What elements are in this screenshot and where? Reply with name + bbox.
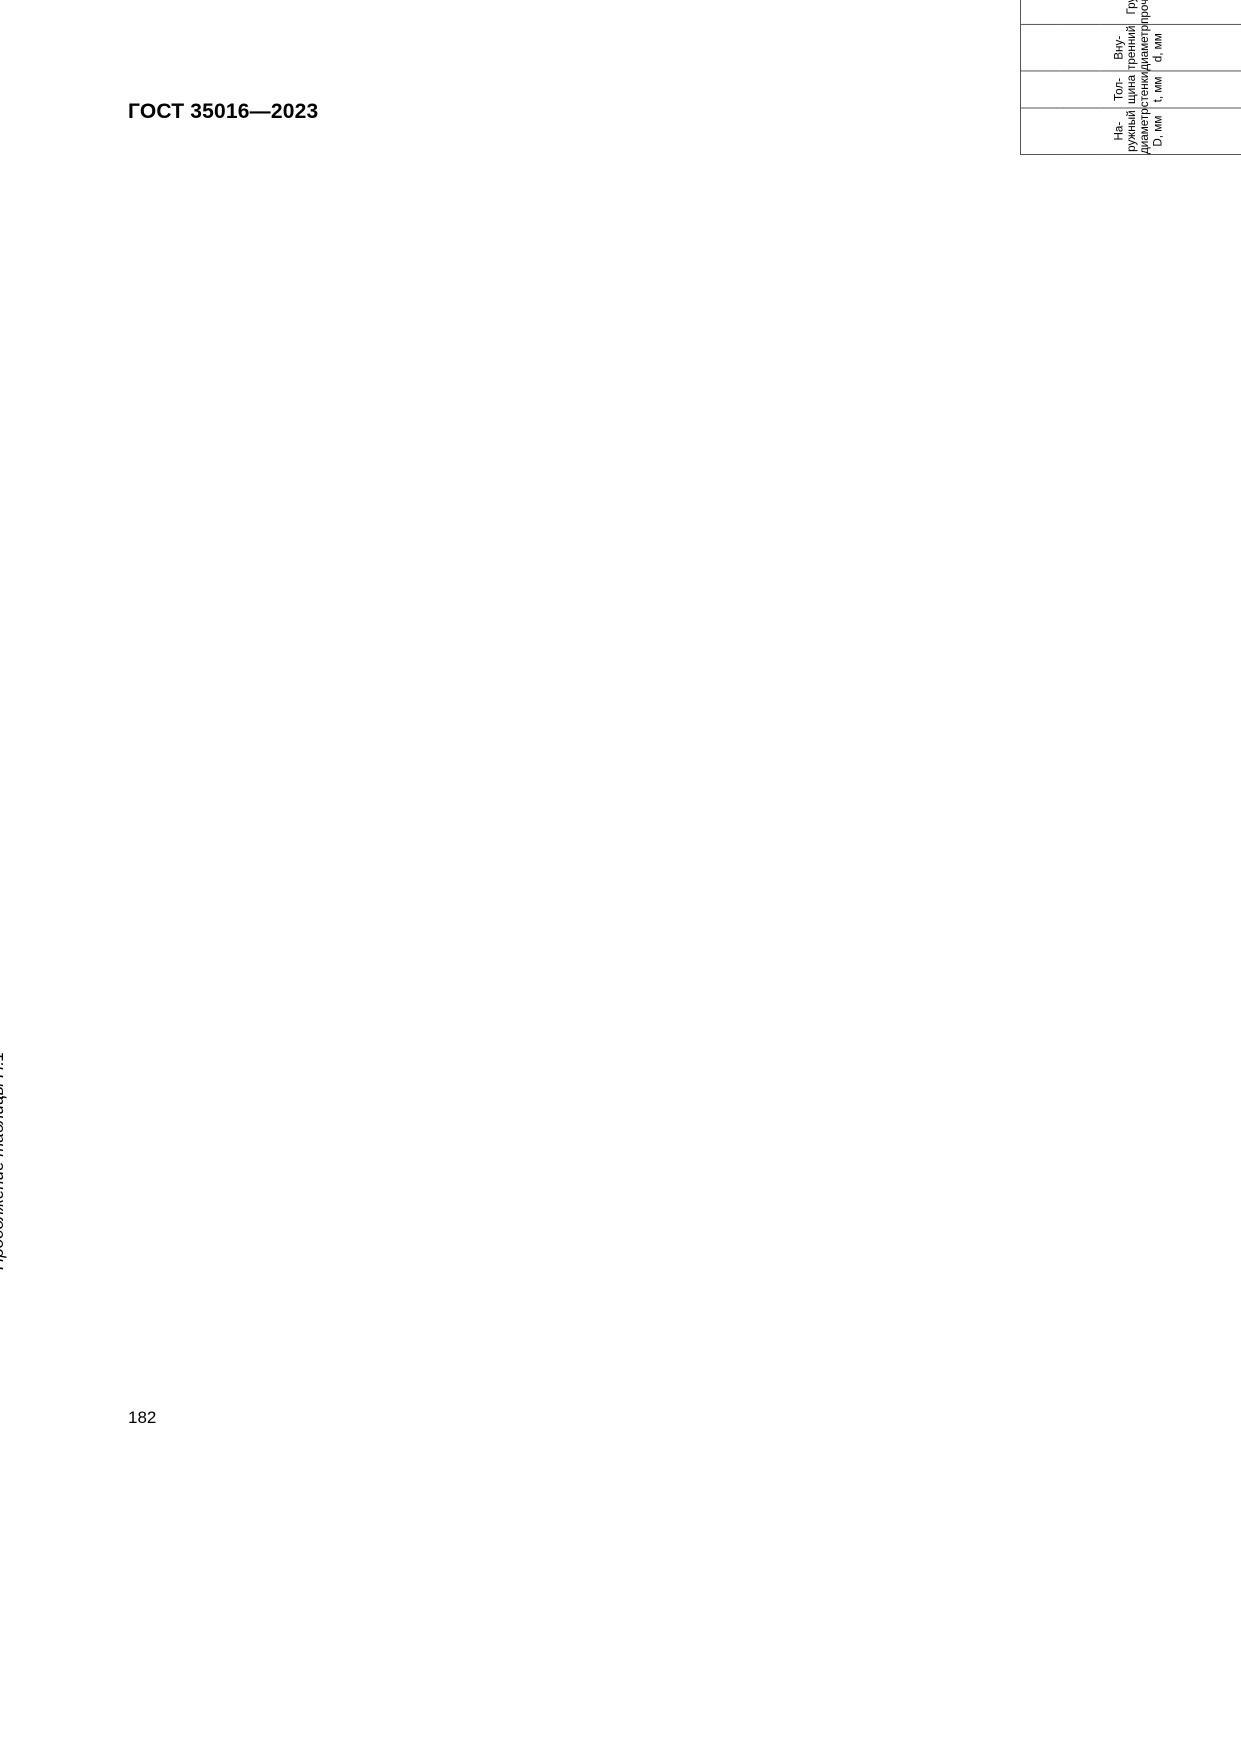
page-number: 182 bbox=[128, 1408, 157, 1427]
header-strength-group: Группапрочности bbox=[1020, 0, 1241, 25]
header-label: Тол-щина стенки t, мм bbox=[1111, 71, 1165, 108]
page-title: ГОСТ 35016—2023 bbox=[128, 100, 319, 123]
header-inner-diameter: Вну-тренний диаметр d, мм bbox=[1020, 24, 1241, 72]
header-label: Группапрочности bbox=[1125, 0, 1152, 24]
header-label: Вну-тренний диаметр d, мм bbox=[1111, 24, 1165, 71]
header-wall-thickness: Тол-щина стенки t, мм bbox=[1020, 71, 1241, 108]
rotated-table-container: На-ружный диаметр D, мм Тол-щина стенки t, мм… bbox=[1020, 0, 1241, 155]
table-continuation-title: Продолжение таблицы Н.1 bbox=[0, 1051, 7, 1271]
data-table: На-ружный диаметр D, мм Тол-щина стенки t, мм… bbox=[1020, 0, 1241, 155]
table-head: На-ружный диаметр D, мм Тол-щина стенки t, мм… bbox=[1020, 0, 1241, 155]
header-label: На-ружный диаметр D, мм bbox=[1111, 108, 1165, 155]
header-outer-diameter: На-ружный диаметр D, мм bbox=[1020, 107, 1241, 155]
